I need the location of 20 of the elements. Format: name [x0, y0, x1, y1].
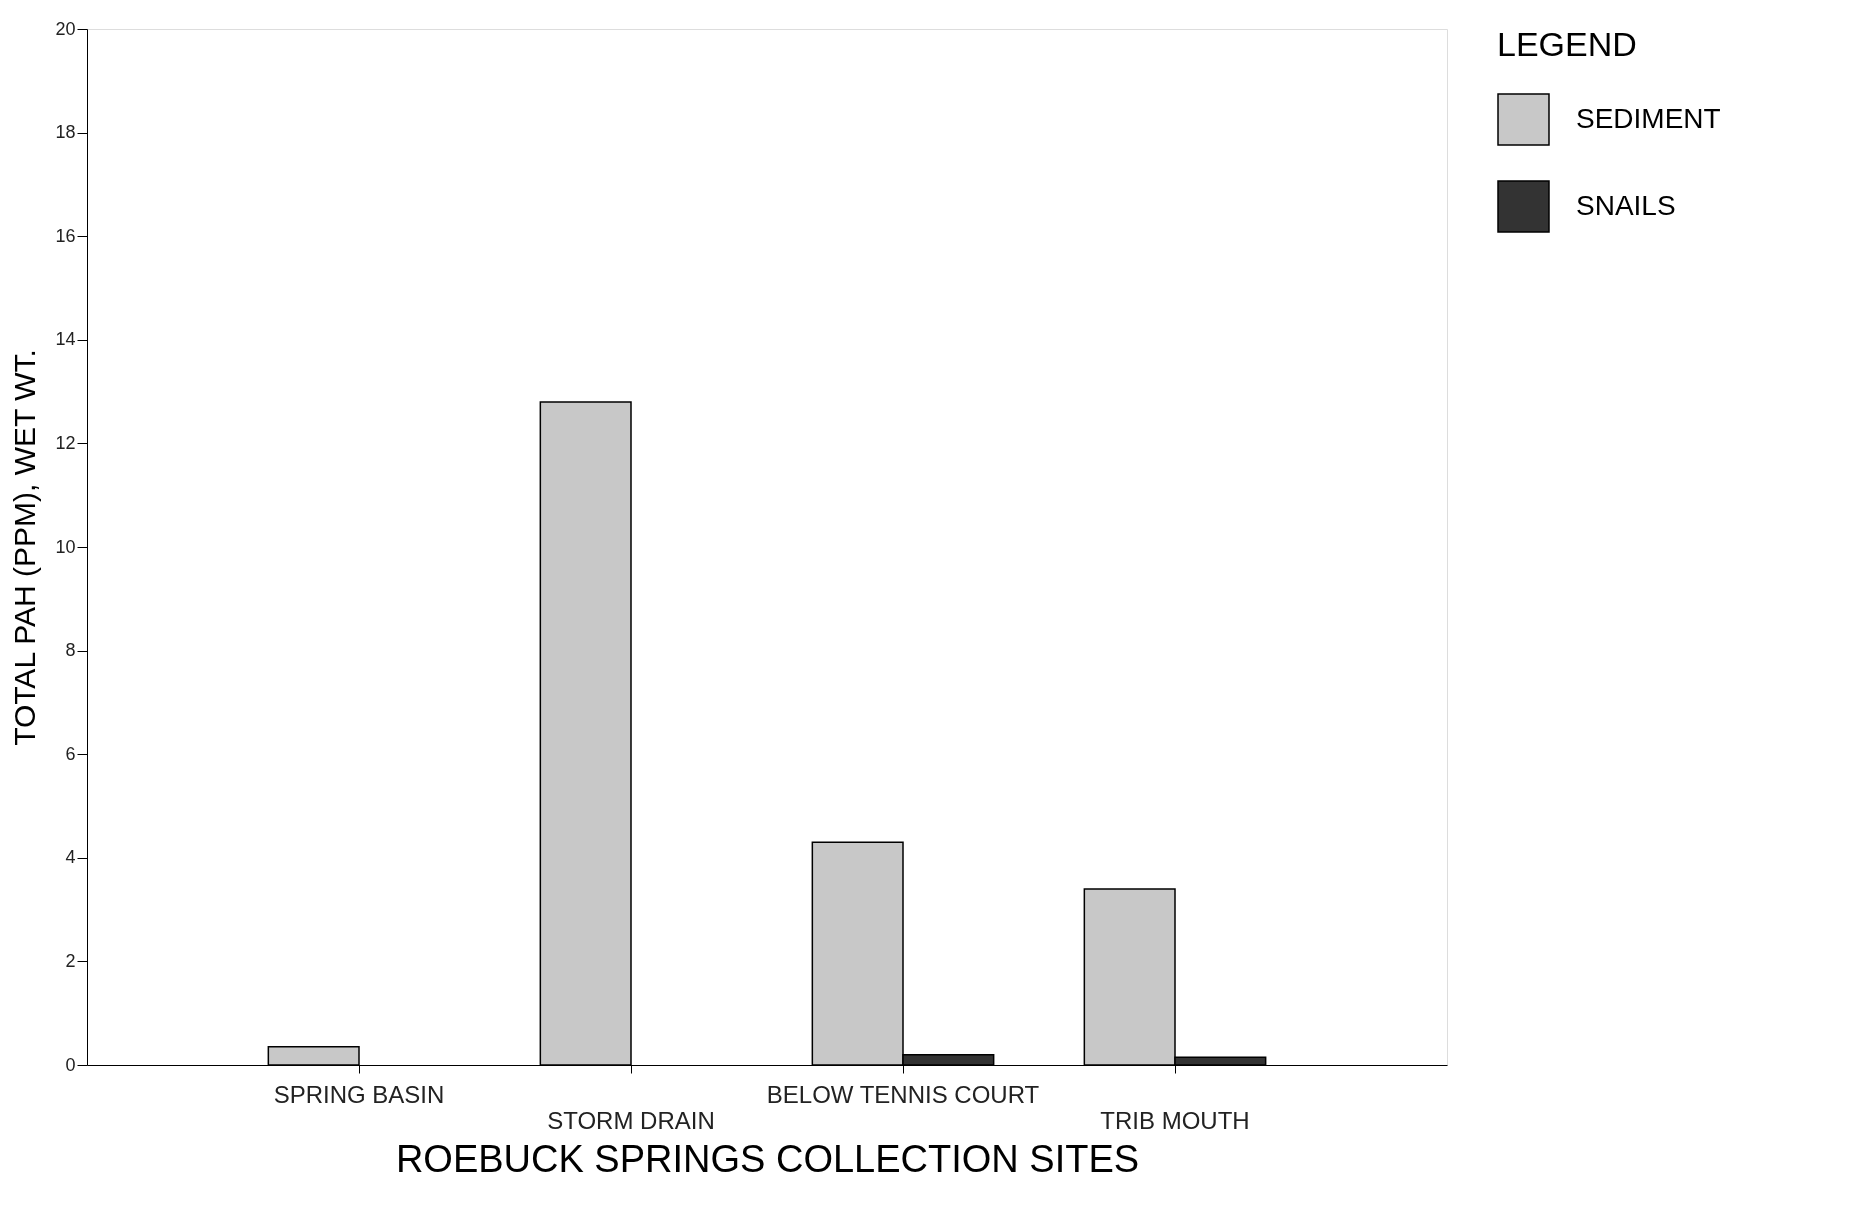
- y-tick-label: 12: [55, 432, 76, 453]
- y-tick-label: 0: [65, 1054, 76, 1075]
- y-tick-label: 2: [65, 950, 76, 971]
- y-tick-label: 16: [55, 225, 76, 246]
- y-tick-label: 14: [55, 329, 76, 350]
- legend-label: SEDIMENT: [1576, 102, 1721, 134]
- x-axis-title: ROEBUCK SPRINGS COLLECTION SITES: [395, 1137, 1140, 1180]
- y-tick-label: 20: [55, 18, 76, 39]
- x-tick-label: SPRING BASIN: [273, 1080, 445, 1108]
- y-tick-label: 18: [55, 122, 76, 143]
- y-tick-label: 8: [65, 640, 76, 661]
- y-tick-label: 10: [55, 536, 76, 557]
- x-tick-label: STORM DRAIN: [547, 1106, 715, 1134]
- legend-title: LEGEND: [1497, 25, 1637, 63]
- x-tick-label: TRIB MOUTH: [1100, 1106, 1250, 1134]
- x-tick-label: BELOW TENNIS COURT: [766, 1080, 1040, 1108]
- y-tick-label: 4: [65, 847, 76, 868]
- legend-label: SNAILS: [1576, 189, 1676, 221]
- y-axis-title: TOTAL PAH (PPM), WET WT.: [8, 349, 42, 746]
- y-tick-label: 6: [65, 743, 76, 764]
